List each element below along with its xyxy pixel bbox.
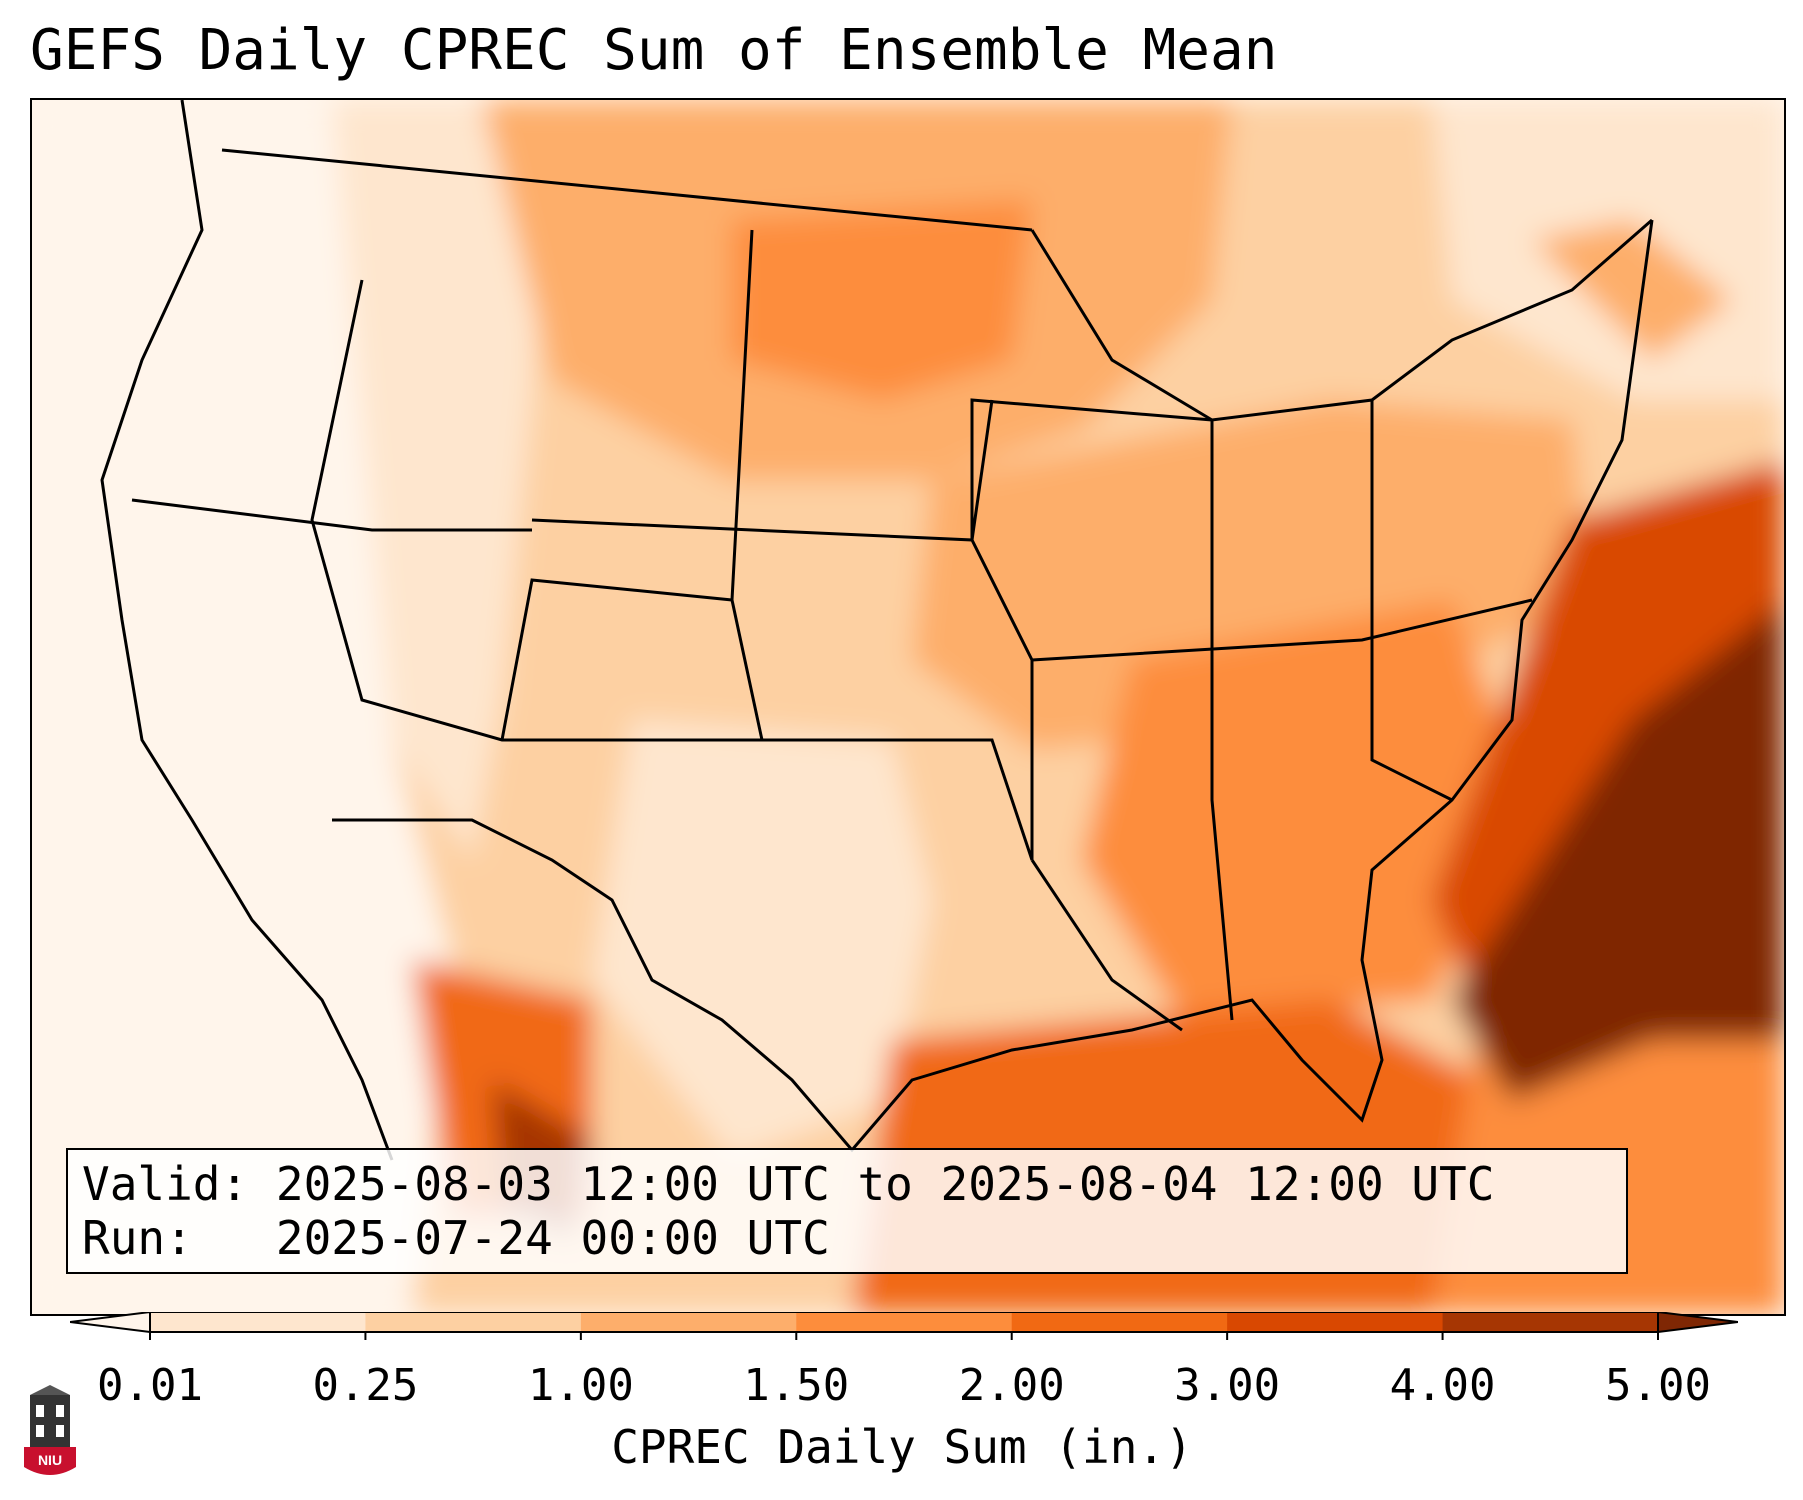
colorbar-tick-label: 3.00 xyxy=(1174,1360,1281,1411)
colorbar-under-arrow xyxy=(70,1312,151,1334)
colorbar-label: CPREC Daily Sum (in.) xyxy=(611,1420,1193,1474)
run-value: 2025-07-24 00:00 UTC xyxy=(275,1211,830,1265)
west-coastline xyxy=(100,100,394,1161)
east-and-gulf-coastline xyxy=(332,219,1654,1153)
valid-label: Valid: xyxy=(82,1157,249,1211)
colorbar-tick-label: 1.00 xyxy=(527,1360,634,1411)
colorbar-outline xyxy=(149,1312,1659,1333)
state-line-10 xyxy=(500,578,733,741)
run-label: Run: xyxy=(82,1211,193,1265)
state-line-1 xyxy=(131,498,532,532)
colorbar-segment xyxy=(365,1312,582,1332)
colorbar-segment xyxy=(1011,1312,1228,1332)
state-line-5 xyxy=(970,398,1213,540)
colorbar xyxy=(70,1312,1738,1340)
state-line-8 xyxy=(1210,420,1234,1021)
state-line-9 xyxy=(1370,400,1453,802)
colorbar-tick-label: 0.01 xyxy=(97,1360,203,1411)
colorbar-tick-label: 5.00 xyxy=(1605,1360,1711,1411)
logo-text: NIU xyxy=(38,1452,62,1468)
state-line-6 xyxy=(1031,598,1533,662)
precip-field xyxy=(32,100,1784,1314)
colorbar-over-arrow xyxy=(1657,1312,1738,1334)
colorbar-tick-label: 1.50 xyxy=(743,1360,850,1411)
valid-value: 2025-08-03 12:00 UTC to 2025-08-04 12:00… xyxy=(275,1157,1495,1211)
colorbar-tick-label: 4.00 xyxy=(1389,1360,1496,1411)
colorbar-tick-label: 2.00 xyxy=(958,1360,1065,1411)
colorbar-segment xyxy=(580,1312,797,1332)
state-line-7 xyxy=(1030,859,1183,1032)
colorbar-segment xyxy=(150,1312,366,1332)
us-canada-border xyxy=(221,148,1033,232)
state-line-2 xyxy=(310,279,762,742)
map-outlines xyxy=(100,100,1654,1161)
colorbar-segment xyxy=(796,1312,1013,1332)
map-title: GEFS Daily CPREC Sum of Ensemble Mean xyxy=(30,18,1278,83)
colorbar-segment xyxy=(1227,1312,1444,1332)
colorbar-segment xyxy=(1442,1312,1659,1332)
map-canvas xyxy=(32,100,1784,1314)
state-line-11 xyxy=(970,399,994,541)
state-line-4 xyxy=(531,518,1034,860)
precipitation-map[interactable] xyxy=(30,98,1786,1316)
valid-run-info-box: Valid: 2025-08-03 12:00 UTC to 2025-08-0… xyxy=(66,1148,1628,1274)
niu-logo: NIU xyxy=(24,1385,76,1475)
state-line-3 xyxy=(730,229,1034,861)
colorbar-tick-label: 0.25 xyxy=(312,1360,419,1411)
